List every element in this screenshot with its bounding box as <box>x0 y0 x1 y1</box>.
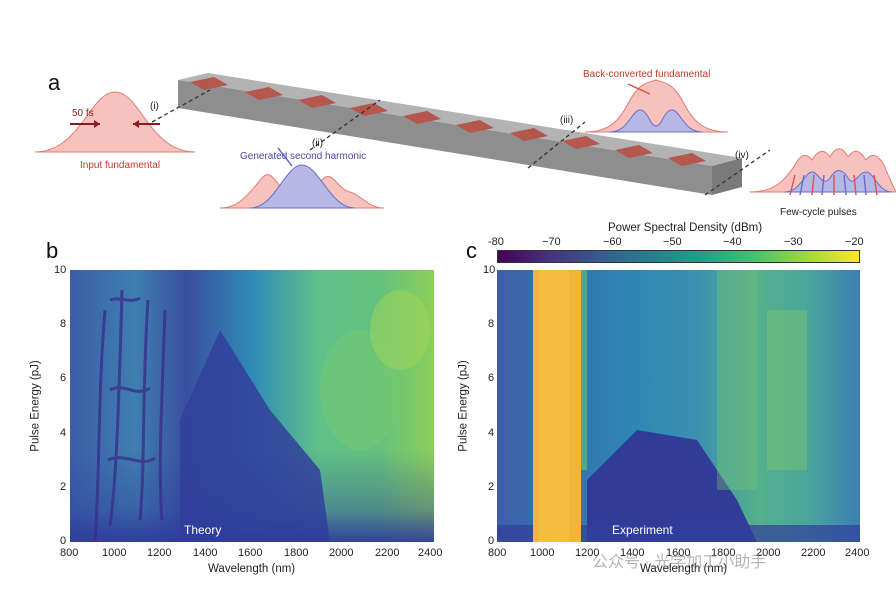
b-ytick-4: 4 <box>60 427 67 439</box>
second-harmonic-pulse <box>249 164 356 209</box>
b-ytick-0: 0 <box>60 535 67 547</box>
watermark: 公众号 · 光学加工小助手 <box>592 554 767 571</box>
b-ytick-2: 2 <box>60 481 67 493</box>
c-ytick-0: 0 <box>488 535 495 547</box>
theory-annotation: Theory <box>184 523 222 537</box>
marker-iii: (iii) <box>560 115 574 126</box>
c-xtick-2000: 2000 <box>756 547 781 559</box>
colorbar-title: Power Spectral Density (dBm) <box>608 222 763 234</box>
c-xtick-2400: 2400 <box>845 547 870 559</box>
panel-c-label: c <box>466 238 477 263</box>
c-xtick-1400: 1400 <box>620 547 645 559</box>
cbar-tick-30: −30 <box>784 236 803 248</box>
c-ytick-2: 2 <box>488 481 495 493</box>
heatmap-theory <box>70 270 434 542</box>
b-xtick-1600: 1600 <box>238 547 263 559</box>
input-fundamental-pulse <box>34 91 196 153</box>
second-harmonic-caption: Generated second harmonic <box>240 151 367 162</box>
panel-b-label: b <box>46 238 59 263</box>
c-xtick-1800: 1800 <box>711 547 736 559</box>
b-xtick-1000: 1000 <box>102 547 127 559</box>
few-cycle-caption: Few-cycle pulses <box>780 207 857 218</box>
cbar-tick-80: -80 <box>488 236 504 248</box>
marker-i: (i) <box>150 101 159 112</box>
c-xtick-800: 800 <box>488 547 507 559</box>
input-pulse-width: 50 fs <box>72 108 94 119</box>
c-xtick-2200: 2200 <box>801 547 826 559</box>
heatmap-experiment <box>497 270 860 542</box>
cbar-tick-40: −40 <box>723 236 742 248</box>
cbar-tick-70: −70 <box>542 236 561 248</box>
waveguide-side <box>178 80 712 195</box>
b-xtick-2200: 2200 <box>375 547 400 559</box>
b-xtick-1200: 1200 <box>147 547 172 559</box>
back-converted-pulse <box>584 79 729 133</box>
c-xtick-1200: 1200 <box>575 547 600 559</box>
input-caption: Input fundamental <box>80 160 161 171</box>
c-ylabel: Pulse Energy (pJ) <box>457 360 470 452</box>
poling-pads <box>190 77 706 166</box>
cbar-tick-60: −60 <box>603 236 622 248</box>
experiment-annotation: Experiment <box>612 523 673 537</box>
c-ytick-10: 10 <box>483 264 496 276</box>
b-xtick-1800: 1800 <box>284 547 309 559</box>
b-xlabel: Wavelength (nm) <box>208 563 296 575</box>
colorbar <box>497 250 860 263</box>
marker-ii: (ii) <box>312 138 324 149</box>
b-xtick-1400: 1400 <box>193 547 218 559</box>
panel-a-illustration <box>34 73 896 209</box>
c-xlabel: Wavelength (nm) <box>640 563 728 575</box>
b-ylabel: Pulse Energy (pJ) <box>29 360 42 452</box>
c-xtick-1600: 1600 <box>666 547 691 559</box>
cbar-tick-50: −50 <box>663 236 682 248</box>
marker-iv: (iv) <box>735 150 749 161</box>
c-ytick-4: 4 <box>488 427 495 439</box>
b-xtick-800: 800 <box>60 547 79 559</box>
cbar-tick-20: −20 <box>845 236 864 248</box>
b-ytick-6: 6 <box>60 372 67 384</box>
c-xtick-1000: 1000 <box>530 547 555 559</box>
b-ytick-10: 10 <box>54 264 67 276</box>
b-ytick-8: 8 <box>60 318 67 330</box>
c-ytick-8: 8 <box>488 318 495 330</box>
b-xtick-2400: 2400 <box>418 547 443 559</box>
theory-fringes <box>93 289 167 542</box>
b-xtick-2000: 2000 <box>329 547 354 559</box>
c-ytick-6: 6 <box>488 372 495 384</box>
panel-a-label: a <box>48 70 61 95</box>
back-converted-caption: Back-converted fundamental <box>583 69 711 80</box>
